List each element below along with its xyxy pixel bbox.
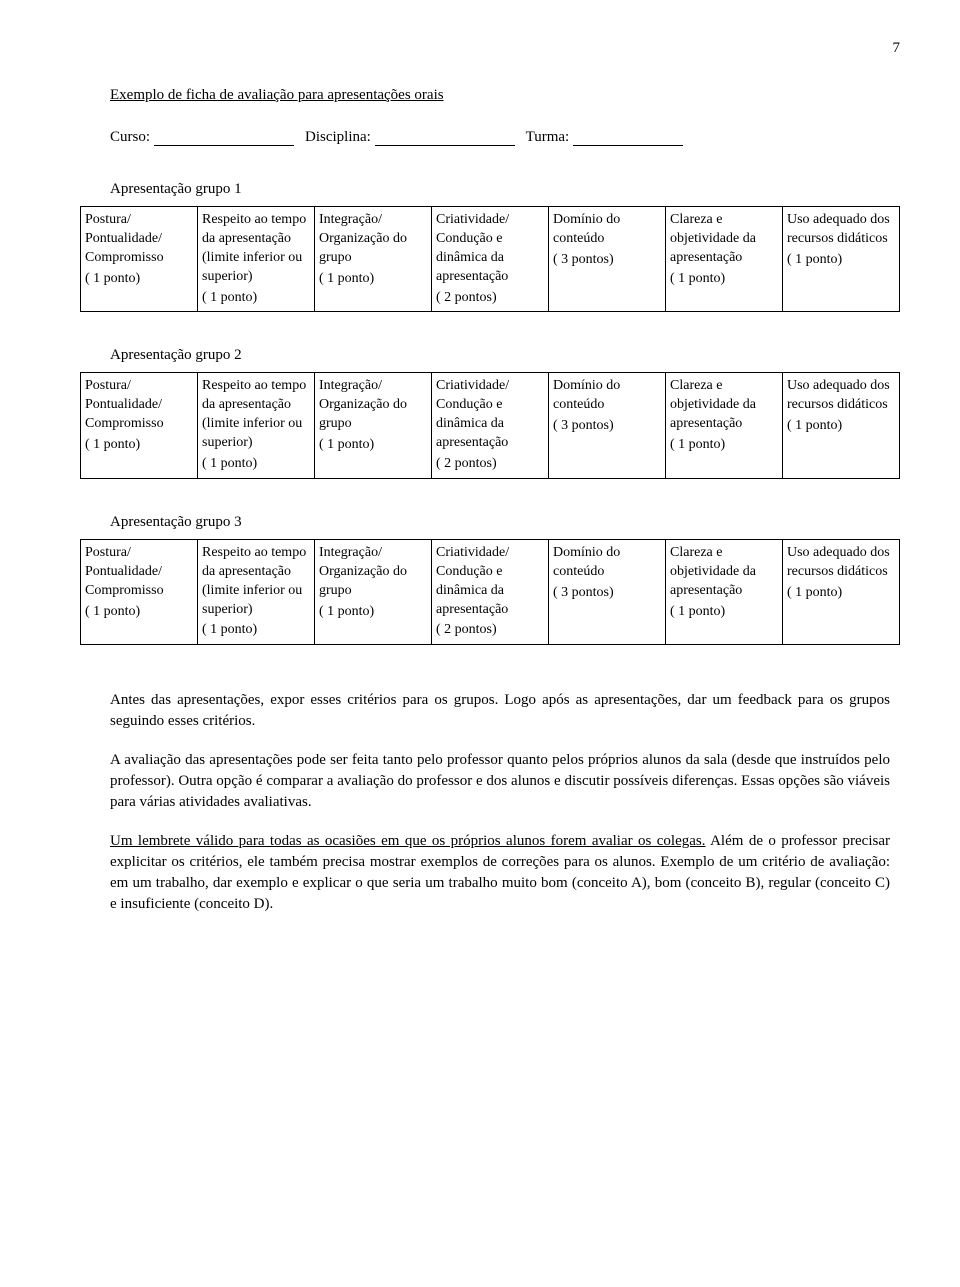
rubric-table-3: Postura/ Pontualidade/ Compromisso( 1 po… [80, 539, 900, 645]
rubric-cell: Postura/ Pontualidade/ Compromisso( 1 po… [81, 207, 198, 312]
paragraph-3: Um lembrete válido para todas as ocasiõe… [110, 831, 890, 915]
form-line: Curso: Disciplina: Turma: [110, 129, 900, 146]
rubric-cell: Criatividade/ Condução e dinâmica da apr… [432, 373, 549, 478]
rubric-cell: Domínio do conteúdo( 3 pontos) [549, 373, 666, 478]
paragraph-3-underlined: Um lembrete válido para todas as ocasiõe… [110, 833, 706, 849]
rubric-cell: Criatividade/ Condução e dinâmica da apr… [432, 539, 549, 644]
disciplina-label: Disciplina: [305, 129, 371, 145]
rubric-cell: Postura/ Pontualidade/ Compromisso( 1 po… [81, 539, 198, 644]
rubric-cell: Postura/ Pontualidade/ Compromisso( 1 po… [81, 373, 198, 478]
rubric-cell: Respeito ao tempo da apresentação (limit… [198, 207, 315, 312]
table-row: Postura/ Pontualidade/ Compromisso( 1 po… [81, 373, 900, 478]
rubric-cell: Uso adequado dos recursos didáticos( 1 p… [783, 539, 900, 644]
table-row: Postura/ Pontualidade/ Compromisso( 1 po… [81, 207, 900, 312]
curso-blank [154, 130, 294, 146]
turma-blank [573, 130, 683, 146]
paragraph-1: Antes das apresentações, expor esses cri… [110, 690, 890, 732]
disciplina-blank [375, 130, 515, 146]
rubric-cell: Respeito ao tempo da apresentação (limit… [198, 373, 315, 478]
rubric-cell: Uso adequado dos recursos didáticos( 1 p… [783, 373, 900, 478]
rubric-cell: Integração/ Organização do grupo( 1 pont… [315, 207, 432, 312]
body-text: Antes das apresentações, expor esses cri… [110, 690, 890, 915]
group-2-label: Apresentação grupo 2 [110, 347, 900, 364]
rubric-cell: Clareza e objetividade da apresentação( … [666, 539, 783, 644]
group-3-label: Apresentação grupo 3 [110, 514, 900, 531]
rubric-cell: Uso adequado dos recursos didáticos( 1 p… [783, 207, 900, 312]
table-row: Postura/ Pontualidade/ Compromisso( 1 po… [81, 539, 900, 644]
rubric-cell: Domínio do conteúdo( 3 pontos) [549, 207, 666, 312]
rubric-cell: Clareza e objetividade da apresentação( … [666, 207, 783, 312]
rubric-cell: Respeito ao tempo da apresentação (limit… [198, 539, 315, 644]
curso-label: Curso: [110, 129, 150, 145]
rubric-table-2: Postura/ Pontualidade/ Compromisso( 1 po… [80, 372, 900, 478]
rubric-cell: Domínio do conteúdo( 3 pontos) [549, 539, 666, 644]
rubric-table-1: Postura/ Pontualidade/ Compromisso( 1 po… [80, 206, 900, 312]
rubric-cell: Integração/ Organização do grupo( 1 pont… [315, 373, 432, 478]
page-title: Exemplo de ficha de avaliação para apres… [110, 87, 900, 104]
rubric-cell: Integração/ Organização do grupo( 1 pont… [315, 539, 432, 644]
paragraph-2: A avaliação das apresentações pode ser f… [110, 750, 890, 813]
rubric-cell: Criatividade/ Condução e dinâmica da apr… [432, 207, 549, 312]
group-1-label: Apresentação grupo 1 [110, 181, 900, 198]
page-number: 7 [80, 40, 900, 57]
turma-label: Turma: [526, 129, 570, 145]
rubric-cell: Clareza e objetividade da apresentação( … [666, 373, 783, 478]
